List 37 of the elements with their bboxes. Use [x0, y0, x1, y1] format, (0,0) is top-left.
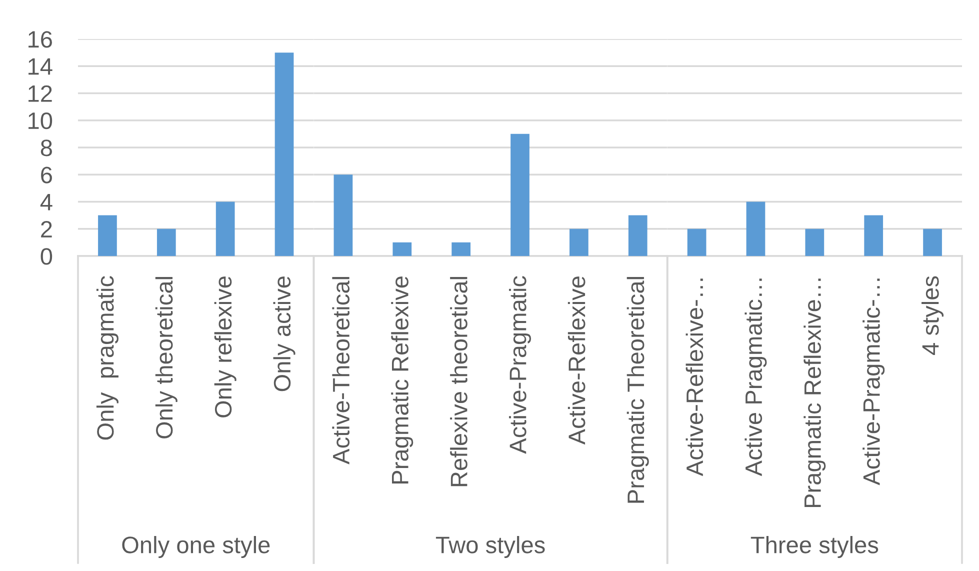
y-tick-label: 2 — [41, 220, 52, 238]
x-tick-label: 4 styles — [922, 276, 944, 355]
bar — [216, 202, 235, 256]
x-tick-label: Pragmatic Reflexive… — [804, 278, 826, 508]
x-axis-title: Only one style — [122, 536, 270, 558]
x-tick-label: Active-Reflexive — [568, 276, 586, 445]
x-tick-label: Active-Theoretical — [332, 277, 350, 464]
y-tick-label: 8 — [40, 140, 52, 156]
bar — [510, 134, 530, 256]
y-tick-label: 6 — [41, 166, 52, 184]
y-tick-label: 4 — [40, 194, 52, 210]
x-tick-label: Only theoretical — [155, 277, 178, 438]
y-tick-label: 12 — [28, 85, 52, 102]
x-tick-label: Active-Pragmatic — [508, 276, 532, 454]
x-tick-label: Active-Pragmatic-… — [862, 278, 885, 486]
x-tick-label: Active Pragmatic… — [744, 278, 767, 476]
x-tick-label: Pragmatic Reflexive — [391, 276, 414, 484]
y-tick-label: 0 — [40, 248, 52, 265]
bar — [452, 242, 470, 256]
x-tick-label: Only reflexive — [214, 276, 236, 418]
x-tick-label: Pragmatic Theoretical — [626, 277, 649, 503]
bar — [274, 52, 294, 256]
bar — [570, 228, 588, 256]
bar — [156, 228, 176, 256]
bar — [392, 242, 412, 256]
x-axis-title: Two styles — [436, 536, 545, 558]
y-tick-label: 16 — [28, 31, 52, 48]
bar — [628, 215, 648, 256]
x-tick-label: Active-Reflexive-… — [686, 278, 704, 476]
x-axis-title: Three styles — [750, 536, 878, 558]
x-tick-label: Only pragmatic — [96, 276, 118, 440]
bar — [98, 215, 117, 256]
bar — [334, 174, 353, 256]
x-tick-label: Only active — [273, 276, 296, 392]
x-tick-label: Reflexive theoretical — [450, 277, 468, 486]
y-tick-label: 10 — [28, 112, 52, 130]
y-tick-label: 14 — [28, 58, 52, 75]
